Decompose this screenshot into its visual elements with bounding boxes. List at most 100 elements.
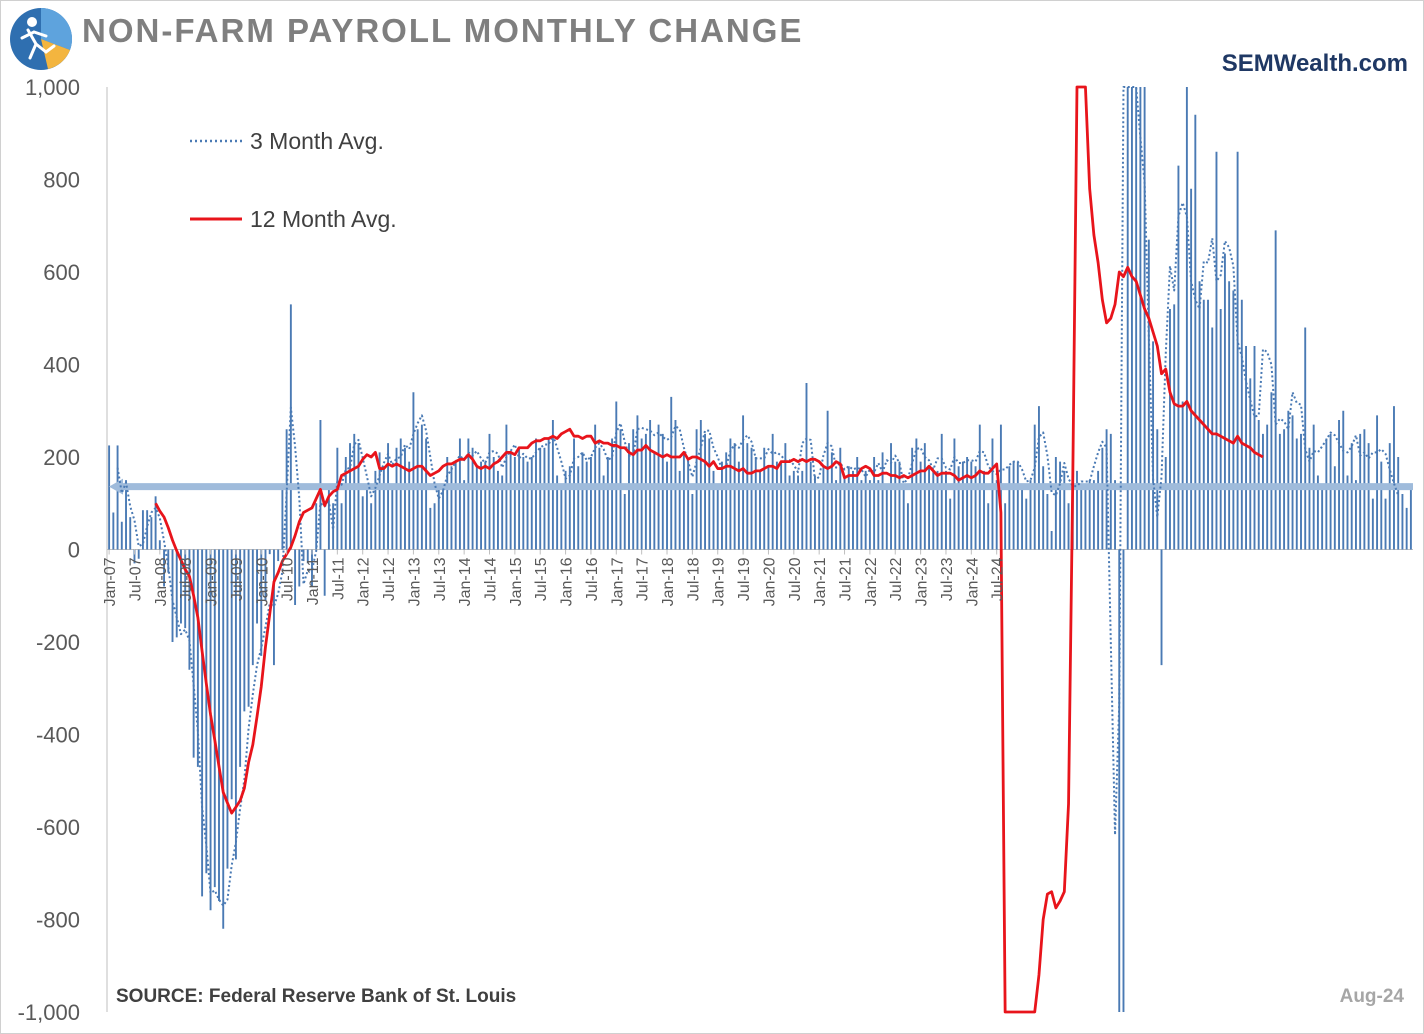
- bar: [1409, 484, 1412, 550]
- bar: [492, 457, 495, 550]
- date-stamp: Aug-24: [1339, 986, 1404, 1007]
- y-tick-label: 800: [43, 168, 80, 193]
- bar: [1380, 461, 1383, 550]
- bar: [467, 438, 470, 550]
- bar: [1198, 281, 1201, 550]
- bar: [1042, 466, 1045, 550]
- bar: [1393, 406, 1395, 550]
- brand-label[interactable]: SEMWealth.com: [1221, 50, 1408, 77]
- x-tick-label: Jan-09: [204, 557, 221, 606]
- bar: [983, 470, 985, 550]
- bar: [1025, 498, 1028, 550]
- bar: [180, 549, 182, 624]
- bar: [1185, 87, 1188, 550]
- bar: [450, 466, 453, 550]
- bar: [585, 461, 588, 550]
- bar: [480, 461, 482, 550]
- bar: [813, 475, 816, 550]
- bar: [653, 452, 656, 550]
- bar: [395, 447, 398, 550]
- bar: [1321, 484, 1324, 550]
- bar: [860, 480, 863, 550]
- bar: [830, 452, 833, 550]
- bar: [264, 549, 267, 601]
- bar: [1139, 87, 1142, 550]
- bar: [1029, 480, 1032, 550]
- bar: [387, 443, 390, 550]
- bar: [1164, 457, 1167, 550]
- bar: [1300, 433, 1302, 550]
- bar: [856, 457, 859, 550]
- bar: [932, 470, 935, 550]
- bar: [513, 457, 516, 550]
- bar: [890, 443, 892, 550]
- bar: [919, 461, 922, 550]
- bar: [1063, 470, 1066, 550]
- bar: [196, 549, 199, 767]
- bar: [158, 540, 161, 550]
- bar: [1050, 531, 1053, 550]
- bar: [797, 475, 799, 550]
- bar: [1240, 299, 1243, 550]
- bar: [987, 503, 990, 550]
- bar: [775, 461, 778, 550]
- bar: [771, 433, 774, 550]
- y-tick-label: 400: [43, 353, 80, 378]
- bar: [120, 521, 123, 550]
- bar: [712, 470, 715, 550]
- bar: [141, 510, 144, 550]
- bar: [991, 438, 994, 550]
- bar: [839, 447, 842, 550]
- x-tick-label: Jul-20: [787, 557, 804, 601]
- bar: [1097, 470, 1100, 550]
- bar: [945, 470, 947, 550]
- bar: [302, 549, 305, 562]
- bar: [357, 443, 360, 550]
- 3-month-avg-line-path: [116, 86, 1400, 907]
- bar: [1397, 457, 1400, 550]
- bar: [1114, 480, 1116, 550]
- bar: [539, 447, 542, 550]
- bar: [509, 452, 512, 550]
- bar: [484, 461, 487, 550]
- x-tick-label: Jan-10: [254, 557, 271, 606]
- bar: [1076, 470, 1078, 550]
- bar: [1211, 327, 1214, 550]
- bar: [1038, 406, 1040, 550]
- x-tick-label: Jan-08: [153, 557, 170, 606]
- bar: [125, 480, 127, 550]
- bar: [767, 466, 770, 550]
- bar: [704, 433, 706, 550]
- x-tick-label: Jul-08: [178, 557, 195, 601]
- bar: [497, 470, 499, 550]
- bar: [1316, 475, 1319, 550]
- bar: [522, 457, 525, 550]
- bar: [1308, 447, 1311, 550]
- bar: [475, 466, 478, 550]
- bar: [306, 549, 309, 564]
- bar: [826, 410, 829, 550]
- x-tick-label: Jul-22: [888, 557, 905, 601]
- bar: [425, 438, 428, 550]
- bar: [974, 466, 977, 550]
- bar: [568, 466, 571, 550]
- y-tick-label: -1,000: [18, 1000, 80, 1025]
- x-tick-label: Jan-16: [559, 557, 576, 606]
- bar: [382, 466, 385, 550]
- bar: [154, 496, 157, 550]
- bar: [1135, 87, 1138, 550]
- bar: [365, 489, 368, 550]
- bar: [1160, 549, 1163, 666]
- x-tick-label: Jan-17: [609, 557, 626, 606]
- x-tick-label: Jul-18: [685, 557, 702, 601]
- bar: [268, 549, 271, 555]
- bar: [615, 401, 618, 550]
- x-tick-label: Jul-07: [128, 557, 145, 601]
- bar: [1054, 457, 1057, 550]
- x-tick-label: Jan-18: [660, 557, 677, 606]
- bar: [1249, 378, 1252, 550]
- bar: [1046, 494, 1049, 550]
- bar: [1130, 87, 1133, 550]
- three-month-avg-line: [116, 86, 1400, 907]
- bar: [1021, 484, 1023, 550]
